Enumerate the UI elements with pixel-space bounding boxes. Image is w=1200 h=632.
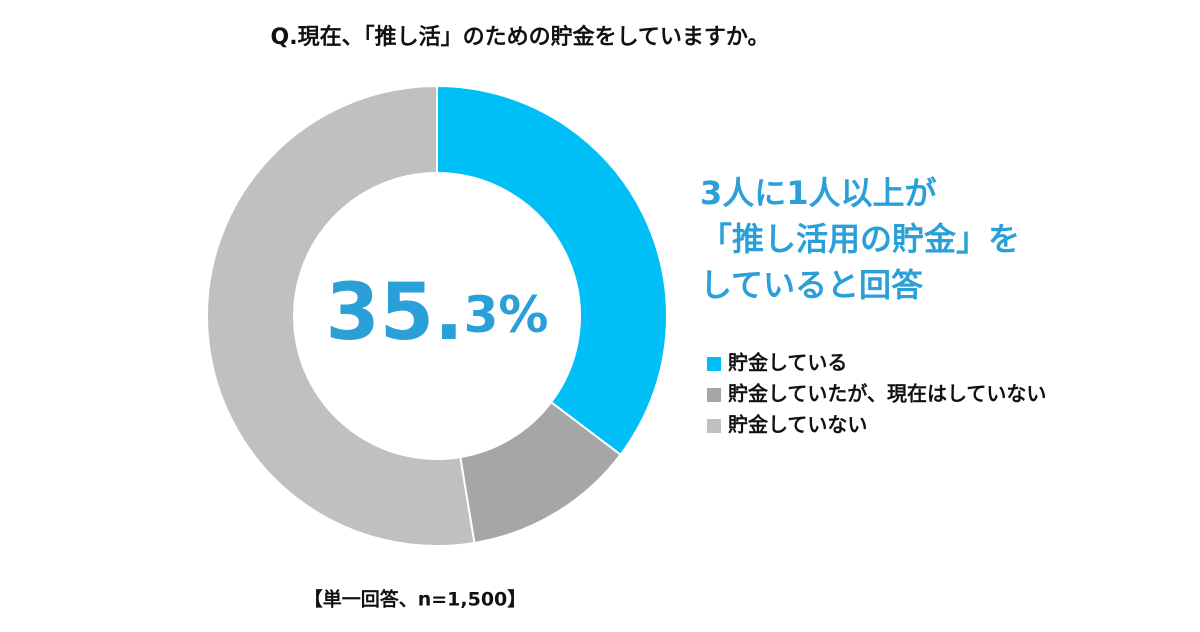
note: 【単一回答、n=1,500】 xyxy=(304,588,527,611)
legend-label: 貯金している xyxy=(728,351,847,375)
annotation: 「推し活用の貯金」を xyxy=(700,220,1020,258)
legend-swatch xyxy=(707,388,721,402)
value-label-part: 35. xyxy=(325,268,463,358)
donut-segment xyxy=(206,84,476,547)
center-value-label: 35.3% xyxy=(325,268,548,358)
annotation: 3人に1人以上が xyxy=(700,174,937,212)
legend-label: 貯金していたが、現在はしていない xyxy=(728,382,1046,406)
legend-swatch xyxy=(707,357,721,371)
donut-segment xyxy=(436,84,668,457)
chart-title: Q.現在、「推し活」のための貯金をしていますか。 xyxy=(271,24,770,50)
annotation: していると回答 xyxy=(700,266,924,304)
legend-label: 貯金していない xyxy=(728,413,867,437)
value-label-part: 3% xyxy=(464,286,549,344)
legend-swatch xyxy=(707,419,721,433)
